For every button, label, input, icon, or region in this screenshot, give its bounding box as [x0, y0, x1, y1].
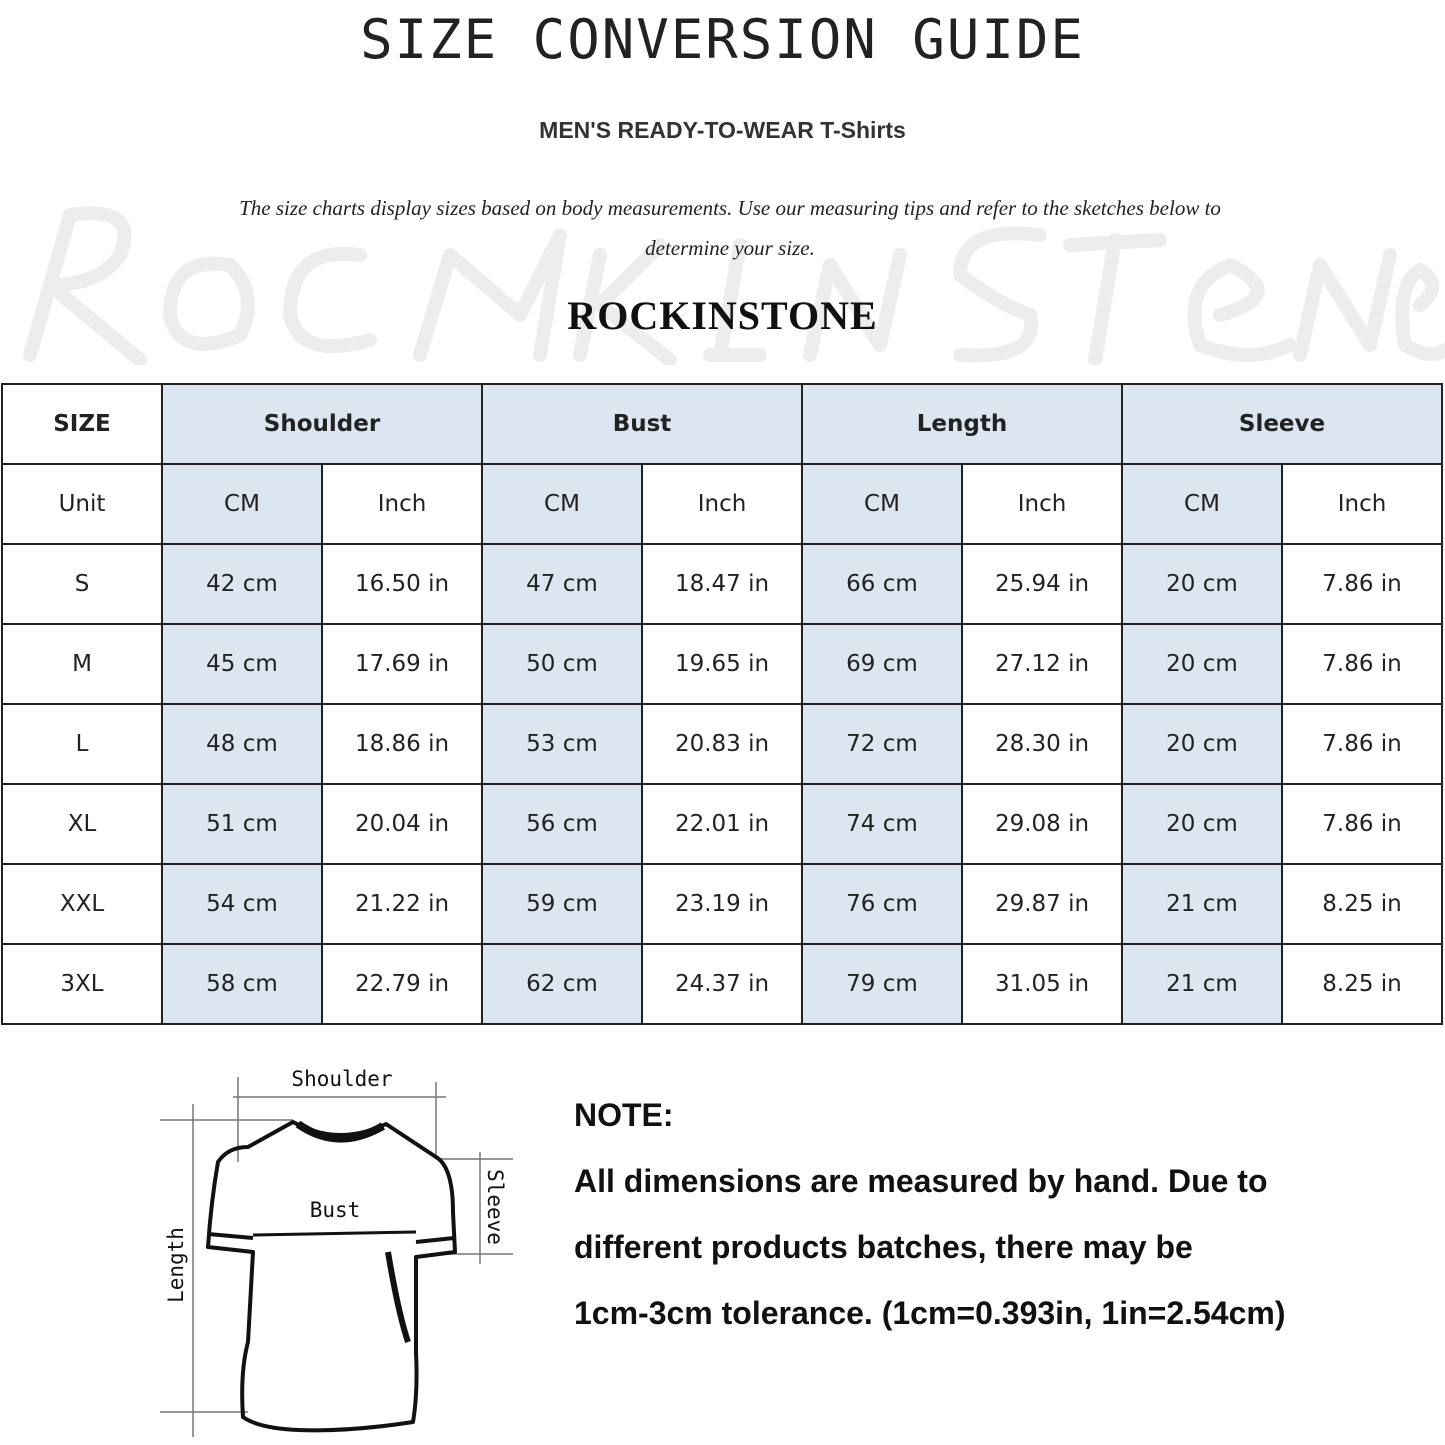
measurement-cell: 69 cm	[801, 623, 963, 705]
unit-row: Unit CM Inch CM Inch CM Inch CM Inch	[1, 463, 1443, 545]
unit-header: CM	[1121, 463, 1283, 545]
measurement-cell: 48 cm	[161, 703, 323, 785]
measurement-cell: 18.47 in	[641, 543, 803, 625]
measurement-cell: 18.86 in	[321, 703, 483, 785]
size-cell: M	[1, 623, 163, 705]
note-block: NOTE: All dimensions are measured by han…	[574, 1082, 1434, 1346]
measurement-cell: 79 cm	[801, 943, 963, 1025]
table-row: XL 51 cm 20.04 in 56 cm 22.01 in 74 cm 29.08 i…	[1, 783, 1443, 865]
measurement-cell: 42 cm	[161, 543, 323, 625]
watermark-logo	[23, 206, 1445, 365]
unit-header: Inch	[321, 463, 483, 545]
measurement-cell: 53 cm	[481, 703, 643, 785]
measurement-cell: 20 cm	[1121, 703, 1283, 785]
table-row: L 48 cm 18.86 in 53 cm 20.83 in 72 cm 28.30 in…	[1, 703, 1443, 785]
group-header-shoulder: Shoulder	[161, 383, 483, 465]
measurement-cell: 7.86 in	[1281, 703, 1443, 785]
measurement-cell: 28.30 in	[961, 703, 1123, 785]
measurement-cell: 59 cm	[481, 863, 643, 945]
group-header-sleeve: Sleeve	[1121, 383, 1443, 465]
measurement-cell: 21 cm	[1121, 943, 1283, 1025]
note-line: different products batches, there may be	[574, 1229, 1193, 1265]
measurement-cell: 31.05 in	[961, 943, 1123, 1025]
measurement-cell: 19.65 in	[641, 623, 803, 705]
measurement-cell: 8.25 in	[1281, 863, 1443, 945]
note-line: 1cm-3cm tolerance. (1cm=0.393in, 1in=2.5…	[574, 1295, 1286, 1331]
measurement-cell: 7.86 in	[1281, 623, 1443, 705]
description-text: The size charts display sizes based on b…	[239, 196, 1221, 260]
sleeve-label: Sleeve	[483, 1169, 507, 1245]
measurement-cell: 16.50 in	[321, 543, 483, 625]
table-row: M 45 cm 17.69 in 50 cm 19.65 in 69 cm 27.12 in…	[1, 623, 1443, 705]
measurement-cell: 22.01 in	[641, 783, 803, 865]
brand-name: ROCKINSTONE	[567, 293, 878, 338]
measurement-cell: 74 cm	[801, 783, 963, 865]
table-row: S 42 cm 16.50 in 47 cm 18.47 in 66 cm 25.94 in…	[1, 543, 1443, 625]
measurement-cell: 54 cm	[161, 863, 323, 945]
measurement-cell: 58 cm	[161, 943, 323, 1025]
unit-label: Unit	[1, 463, 163, 545]
size-cell: 3XL	[1, 943, 163, 1025]
measurement-cell: 20 cm	[1121, 543, 1283, 625]
measurement-cell: 7.86 in	[1281, 783, 1443, 865]
measurement-cell: 7.86 in	[1281, 543, 1443, 625]
measurement-cell: 24.37 in	[641, 943, 803, 1025]
group-header-bust: Bust	[481, 383, 803, 465]
shoulder-label: Shoulder	[291, 1067, 392, 1091]
note-heading: NOTE:	[574, 1097, 674, 1133]
unit-header: CM	[481, 463, 643, 545]
size-cell: L	[1, 703, 163, 785]
measurement-cell: 20 cm	[1121, 623, 1283, 705]
measurement-cell: 76 cm	[801, 863, 963, 945]
table-header-row: SIZE Shoulder Bust Length Sleeve	[1, 383, 1443, 465]
size-cell: S	[1, 543, 163, 625]
unit-header: Inch	[961, 463, 1123, 545]
measurement-cell: 50 cm	[481, 623, 643, 705]
measurement-cell: 45 cm	[161, 623, 323, 705]
size-cell: XL	[1, 783, 163, 865]
measurement-cell: 29.08 in	[961, 783, 1123, 865]
unit-header: CM	[161, 463, 323, 545]
table-row: 3XL 58 cm 22.79 in 62 cm 24.37 in 79 cm 31.05 …	[1, 943, 1443, 1025]
measurement-cell: 29.87 in	[961, 863, 1123, 945]
measurement-cell: 22.79 in	[321, 943, 483, 1025]
measurement-cell: 20.83 in	[641, 703, 803, 785]
table-row: XXL 54 cm 21.22 in 59 cm 23.19 in 76 cm 29.87 …	[1, 863, 1443, 945]
measurement-cell: 20 cm	[1121, 783, 1283, 865]
measurement-cell: 8.25 in	[1281, 943, 1443, 1025]
note-line: All dimensions are measured by hand. Due…	[574, 1163, 1268, 1199]
measurement-cell: 21.22 in	[321, 863, 483, 945]
measurement-cell: 20.04 in	[321, 783, 483, 865]
measurement-cell: 62 cm	[481, 943, 643, 1025]
measurement-cell: 25.94 in	[961, 543, 1123, 625]
measurement-cell: 72 cm	[801, 703, 963, 785]
length-label: Length	[164, 1227, 188, 1303]
measurement-cell: 27.12 in	[961, 623, 1123, 705]
measurement-cell: 21 cm	[1121, 863, 1283, 945]
measurement-cell: 66 cm	[801, 543, 963, 625]
measurement-cell: 56 cm	[481, 783, 643, 865]
page-subtitle: MEN'S READY-TO-WEAR T-Shirts	[539, 117, 906, 143]
size-cell: XXL	[1, 863, 163, 945]
tshirt-measurement-diagram: Shoulder Bust Sleeve Length	[160, 1067, 513, 1437]
size-table: SIZE Shoulder Bust Length Sleeve Unit CM Inch CM…	[1, 383, 1443, 1025]
measurement-cell: 17.69 in	[321, 623, 483, 705]
unit-header: Inch	[1281, 463, 1443, 545]
size-column-header: SIZE	[1, 383, 163, 465]
page-title: SIZE CONVERSION GUIDE	[360, 8, 1085, 71]
unit-header: CM	[801, 463, 963, 545]
bust-label: Bust	[310, 1198, 361, 1222]
measurement-cell: 47 cm	[481, 543, 643, 625]
group-header-length: Length	[801, 383, 1123, 465]
measurement-cell: 23.19 in	[641, 863, 803, 945]
measurement-cell: 51 cm	[161, 783, 323, 865]
unit-header: Inch	[641, 463, 803, 545]
